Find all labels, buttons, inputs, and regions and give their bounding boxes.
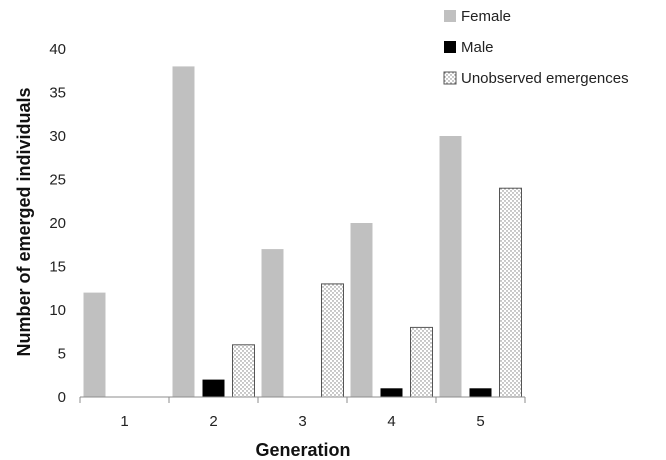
y-tick-label: 5 bbox=[58, 346, 66, 363]
y-tick-label: 40 bbox=[49, 41, 66, 58]
y-axis-title: Number of emerged individuals bbox=[14, 87, 34, 356]
bar-male bbox=[380, 388, 403, 397]
bar-unobserved-emergences bbox=[410, 326, 433, 398]
legend-swatch bbox=[443, 71, 457, 85]
bar-female bbox=[172, 66, 195, 398]
legend-label: Male bbox=[461, 39, 494, 56]
x-tick-label: 1 bbox=[120, 413, 128, 430]
bar-female bbox=[350, 223, 373, 397]
y-tick-label: 35 bbox=[49, 85, 66, 102]
bar-male bbox=[469, 388, 492, 397]
legend-label: Female bbox=[461, 8, 511, 25]
bars bbox=[83, 66, 522, 398]
legend: Female Male Unobserved emergences bbox=[443, 8, 629, 87]
y-tick-label: 10 bbox=[49, 302, 66, 319]
legend-label: Unobserved emergences bbox=[461, 70, 629, 87]
y-tick-label: 15 bbox=[49, 259, 66, 276]
bar-female bbox=[439, 136, 462, 397]
y-axis-ticks: 0 5 10 15 20 25 30 35 40 bbox=[49, 41, 66, 406]
y-tick-label: 25 bbox=[49, 172, 66, 189]
legend-swatch bbox=[444, 41, 456, 53]
x-tick-label: 4 bbox=[387, 413, 395, 430]
bar-unobserved-emergences bbox=[321, 283, 344, 398]
bar-female bbox=[83, 292, 106, 397]
bar-female bbox=[261, 249, 284, 397]
bar-male bbox=[202, 379, 225, 397]
legend-swatch bbox=[444, 10, 456, 22]
x-tick-label: 2 bbox=[209, 413, 217, 430]
y-tick-label: 0 bbox=[58, 389, 66, 406]
x-axis-title: Generation bbox=[255, 440, 350, 460]
x-axis-ticks: 1 2 3 4 5 bbox=[79, 397, 526, 430]
bar-unobserved-emergences bbox=[499, 187, 522, 398]
y-tick-label: 30 bbox=[49, 128, 66, 145]
x-tick-label: 5 bbox=[476, 413, 484, 430]
bar-unobserved-emergences bbox=[232, 344, 255, 398]
x-tick-label: 3 bbox=[298, 413, 306, 430]
y-tick-label: 20 bbox=[49, 215, 66, 232]
